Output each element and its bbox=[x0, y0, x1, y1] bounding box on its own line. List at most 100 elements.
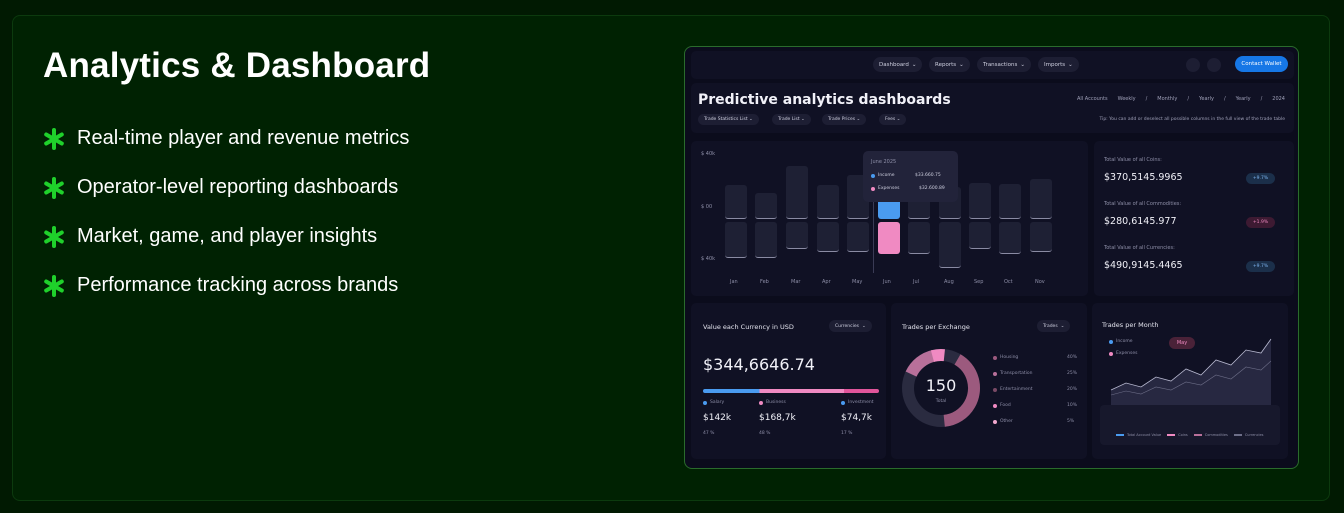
period-option[interactable]: Yearly bbox=[1235, 96, 1251, 102]
legend-label: Other bbox=[1000, 419, 1013, 424]
chevron-down-icon: ⌄ bbox=[911, 61, 917, 68]
area-chart bbox=[1110, 338, 1272, 405]
legend-item: Investment bbox=[841, 400, 874, 405]
percent: 47 % bbox=[703, 431, 715, 436]
period-option[interactable]: Weekly bbox=[1117, 96, 1136, 102]
expense-bar bbox=[1030, 222, 1052, 252]
amount: $168,7k bbox=[759, 413, 796, 423]
dropdown-label: Trades bbox=[1043, 323, 1058, 329]
legend-swatch bbox=[1116, 434, 1124, 436]
income-bar bbox=[786, 166, 808, 219]
expense-bar bbox=[786, 222, 808, 249]
exchange-legend-item: Other bbox=[993, 419, 1013, 424]
nav-label: Reports bbox=[935, 61, 957, 68]
x-tick-label: Aug bbox=[944, 279, 954, 285]
filter-trade-list[interactable]: Trade List ⌄ bbox=[772, 114, 811, 125]
period-year[interactable]: 2024 bbox=[1272, 96, 1285, 102]
stat-label: Total Value of all Commodities: bbox=[1104, 201, 1182, 207]
donut-segment bbox=[902, 349, 980, 427]
feature-text: Market, game, and player insights bbox=[77, 225, 378, 247]
x-tick-label: Jul bbox=[913, 279, 920, 285]
legend-dot bbox=[993, 403, 997, 408]
legend-label: Coins bbox=[1178, 433, 1188, 437]
period-separator: / bbox=[1260, 96, 1263, 102]
expense-bar bbox=[725, 222, 747, 258]
period-separator: / bbox=[1223, 96, 1226, 102]
donut-segment bbox=[902, 349, 980, 427]
panel-title: Value each Currency in USD bbox=[703, 323, 794, 331]
filter-trade-prices[interactable]: Trade Prices ⌄ bbox=[822, 114, 867, 125]
change-badge: +9.7% bbox=[1246, 173, 1275, 184]
income-bar bbox=[817, 185, 839, 219]
legend-label: Business bbox=[766, 400, 786, 405]
nav-transactions[interactable]: Transactions ⌄ bbox=[977, 57, 1031, 72]
legend-dot bbox=[993, 419, 997, 424]
legend-swatch bbox=[1233, 434, 1242, 436]
currencies-dropdown[interactable]: Currencies ⌄ bbox=[829, 320, 872, 332]
income-bar bbox=[725, 185, 747, 219]
chevron-down-icon: ⌄ bbox=[1060, 323, 1065, 329]
filter-trade-statistics[interactable]: Trade Statistics List ⌄ bbox=[698, 114, 759, 125]
trades-dropdown[interactable]: Trades ⌄ bbox=[1037, 320, 1071, 332]
area-line-secondary bbox=[1110, 360, 1272, 396]
feature-text: Operator-level reporting dashboards bbox=[77, 176, 399, 198]
feature-item: Operator-level reporting dashboards bbox=[42, 163, 409, 212]
month-panel: Trades per Month Income Expenses May Tot… bbox=[1092, 303, 1288, 459]
legend-label: Housing bbox=[1000, 355, 1019, 360]
legend-percent: 10% bbox=[1067, 403, 1078, 408]
legend-percent: 5% bbox=[1067, 419, 1075, 424]
nav-reports[interactable]: Reports ⌄ bbox=[929, 57, 970, 72]
filter-fees[interactable]: Fees ⌄ bbox=[879, 114, 907, 125]
feature-item: Performance tracking across brands bbox=[42, 261, 409, 310]
exchange-legend-item: Entertainment bbox=[993, 387, 1032, 392]
legend-percent: 25% bbox=[1067, 371, 1078, 376]
section-heading: Analytics & Dashboard bbox=[43, 46, 431, 85]
legend-label: Transportation bbox=[1000, 371, 1033, 376]
change-badge: +1.9% bbox=[1246, 217, 1275, 228]
bottom-legend-item: Commodities bbox=[1193, 433, 1228, 437]
period-option[interactable]: Yearly bbox=[1199, 96, 1214, 102]
legend-swatch bbox=[1167, 434, 1176, 436]
range-selector[interactable] bbox=[1100, 405, 1280, 445]
gear-icon[interactable] bbox=[1207, 58, 1221, 72]
expense-bar bbox=[939, 222, 961, 268]
dashboard-screenshot: Dashboard ⌄ Reports ⌄ Transactions ⌄ Import… bbox=[684, 46, 1299, 469]
period-selector[interactable]: All Accounts Weekly / Monthly / Yearly /… bbox=[1077, 96, 1285, 102]
currency-panel: Value each Currency in USD Currencies ⌄ $… bbox=[691, 303, 886, 459]
stat-label: Total Value of all Currencies: bbox=[1104, 245, 1175, 251]
amount: $74,7k bbox=[841, 413, 872, 423]
dropdown-label: Currencies bbox=[835, 323, 859, 329]
nav-dashboard[interactable]: Dashboard ⌄ bbox=[873, 57, 923, 72]
income-dot bbox=[871, 173, 875, 178]
x-tick-label: Nov bbox=[1035, 279, 1045, 285]
legend-item: Business bbox=[759, 400, 786, 405]
tooltip-row-value: $33.660.75 bbox=[915, 173, 941, 178]
chart-tooltip: June 2025 Income $33.660.75 Expenses $32… bbox=[863, 151, 958, 202]
income-bar bbox=[755, 193, 777, 219]
hover-line bbox=[873, 155, 874, 273]
contact-wallet-button[interactable]: Contact Wallet bbox=[1235, 56, 1288, 72]
legend-swatch bbox=[1193, 434, 1202, 436]
x-tick-label: Apr bbox=[822, 279, 831, 285]
donut-center-label: Total bbox=[935, 399, 947, 404]
month-marker: May bbox=[1169, 337, 1195, 349]
bottom-legend-item: Coins bbox=[1167, 433, 1188, 437]
legend-label: Commodities bbox=[1204, 433, 1228, 437]
bottom-legend-item: Currencies bbox=[1233, 433, 1263, 437]
tooltip-title: June 2025 bbox=[871, 159, 897, 165]
donut-chart bbox=[902, 349, 980, 427]
y-tick-label: $ 00 bbox=[701, 204, 713, 210]
donut-segment bbox=[902, 349, 980, 427]
period-option[interactable]: All Accounts bbox=[1076, 96, 1108, 102]
dashboard-titlebar: Predictive analytics dashboards All Acco… bbox=[691, 83, 1294, 133]
exchange-panel: Trades per Exchange Trades ⌄ 150 Total Ho… bbox=[891, 303, 1087, 459]
legend-item: Salary bbox=[703, 400, 724, 405]
nav-imports[interactable]: Imports ⌄ bbox=[1038, 57, 1079, 72]
legend-label: Investment bbox=[848, 400, 874, 405]
expense-bar bbox=[755, 222, 777, 258]
bell-icon[interactable] bbox=[1186, 58, 1200, 72]
legend-item: Income bbox=[1109, 339, 1133, 344]
stat-label: Total Value of all Coins: bbox=[1104, 157, 1162, 163]
period-option[interactable]: Monthly bbox=[1157, 96, 1178, 102]
area-line bbox=[1110, 338, 1272, 391]
